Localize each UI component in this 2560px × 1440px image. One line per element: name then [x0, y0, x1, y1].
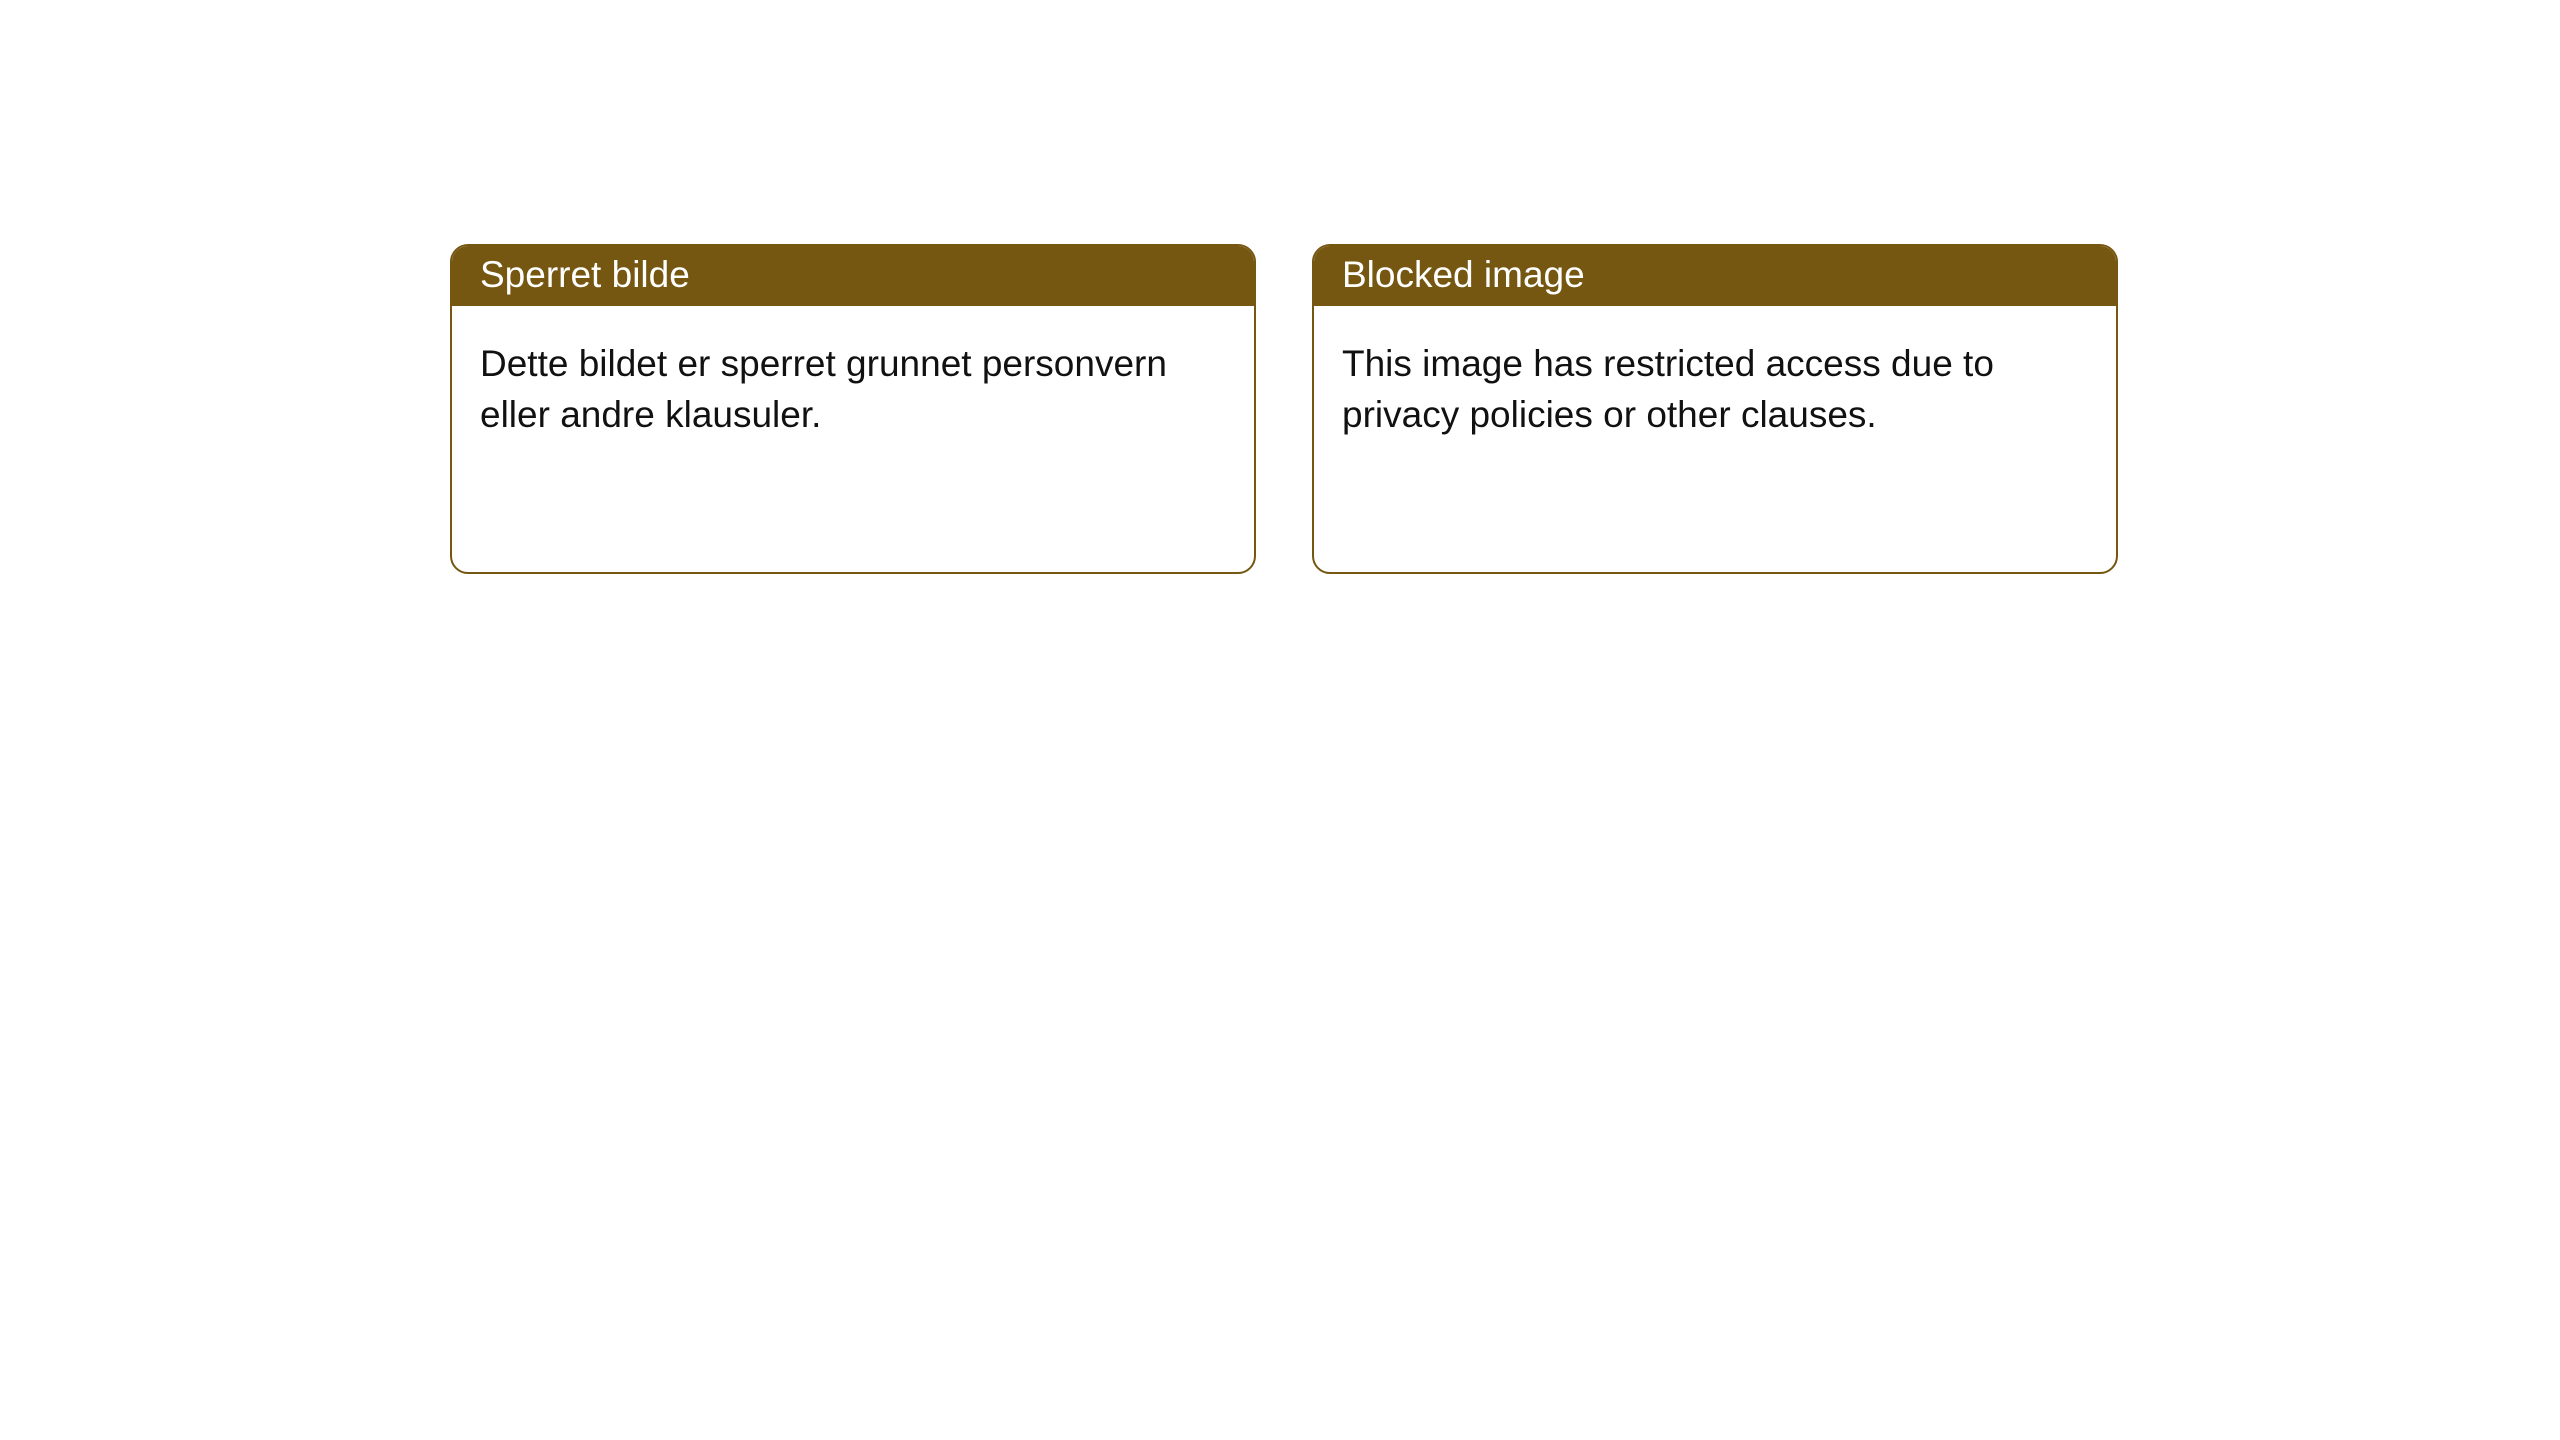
notice-container: Sperret bilde Dette bildet er sperret gr… [0, 0, 2560, 574]
card-body-en: This image has restricted access due to … [1314, 306, 2116, 472]
card-body-no: Dette bildet er sperret grunnet personve… [452, 306, 1254, 472]
card-title-en: Blocked image [1314, 246, 2116, 306]
card-title-no: Sperret bilde [452, 246, 1254, 306]
blocked-image-card-no: Sperret bilde Dette bildet er sperret gr… [450, 244, 1256, 574]
blocked-image-card-en: Blocked image This image has restricted … [1312, 244, 2118, 574]
